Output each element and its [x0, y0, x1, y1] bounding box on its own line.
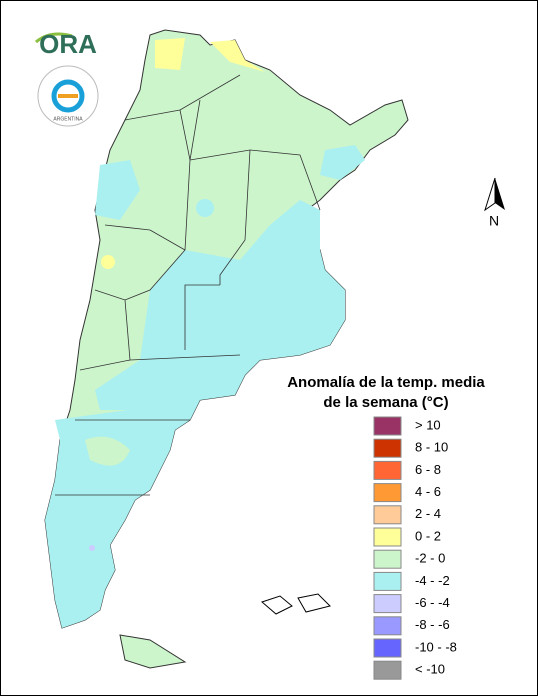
compass: N — [484, 177, 505, 229]
legend: Anomalía de la temp. media de la semana (… — [287, 374, 485, 680]
legend-label: 2 - 4 — [415, 506, 441, 521]
map — [44, 29, 409, 669]
legend-swatch — [373, 616, 402, 636]
legend-swatch — [373, 483, 402, 503]
region-cold — [95, 160, 140, 220]
legend-label: 4 - 6 — [415, 484, 441, 499]
region-cold — [196, 199, 214, 217]
legend-swatch — [373, 416, 402, 436]
legend-label: < -10 — [415, 662, 445, 677]
legend-label: -10 - -8 — [415, 639, 457, 654]
region-cool — [89, 545, 95, 551]
tierra-del-fuego — [119, 634, 187, 669]
legend-label: 8 - 10 — [415, 440, 448, 455]
region-cold — [45, 400, 200, 628]
logo-text: ORA — [39, 29, 97, 59]
region-warm — [210, 40, 265, 72]
legend-swatch — [373, 438, 402, 458]
legend-label: 0 - 2 — [415, 528, 441, 543]
legend-label: -8 - -6 — [415, 617, 450, 632]
legend-label: -2 - 0 — [415, 551, 445, 566]
legend-swatch — [373, 549, 402, 569]
region-warm — [101, 255, 115, 269]
legend-label: > 10 — [415, 417, 441, 432]
legend-swatch — [373, 460, 402, 480]
region-warm — [155, 38, 185, 70]
region-cold — [320, 145, 365, 180]
legend-swatch — [373, 638, 402, 658]
compass-label: N — [489, 213, 499, 229]
logo: ORA ARGENTINA — [35, 29, 99, 127]
legend-label: 6 - 8 — [415, 462, 441, 477]
region-cold — [95, 200, 345, 410]
islands — [261, 593, 331, 615]
legend-label: -6 - -4 — [415, 595, 450, 610]
region-mild — [85, 436, 130, 466]
legend-swatch — [373, 571, 402, 591]
legend-swatch — [373, 527, 402, 547]
legend-swatch — [373, 660, 402, 680]
legend-swatch — [373, 594, 402, 614]
agency-text: ARGENTINA — [53, 116, 83, 122]
legend-label: -4 - -2 — [415, 573, 450, 588]
legend-title: Anomalía de la temp. media — [287, 374, 485, 391]
legend-title: de la semana (°C) — [323, 394, 448, 411]
legend-swatch — [373, 505, 402, 525]
